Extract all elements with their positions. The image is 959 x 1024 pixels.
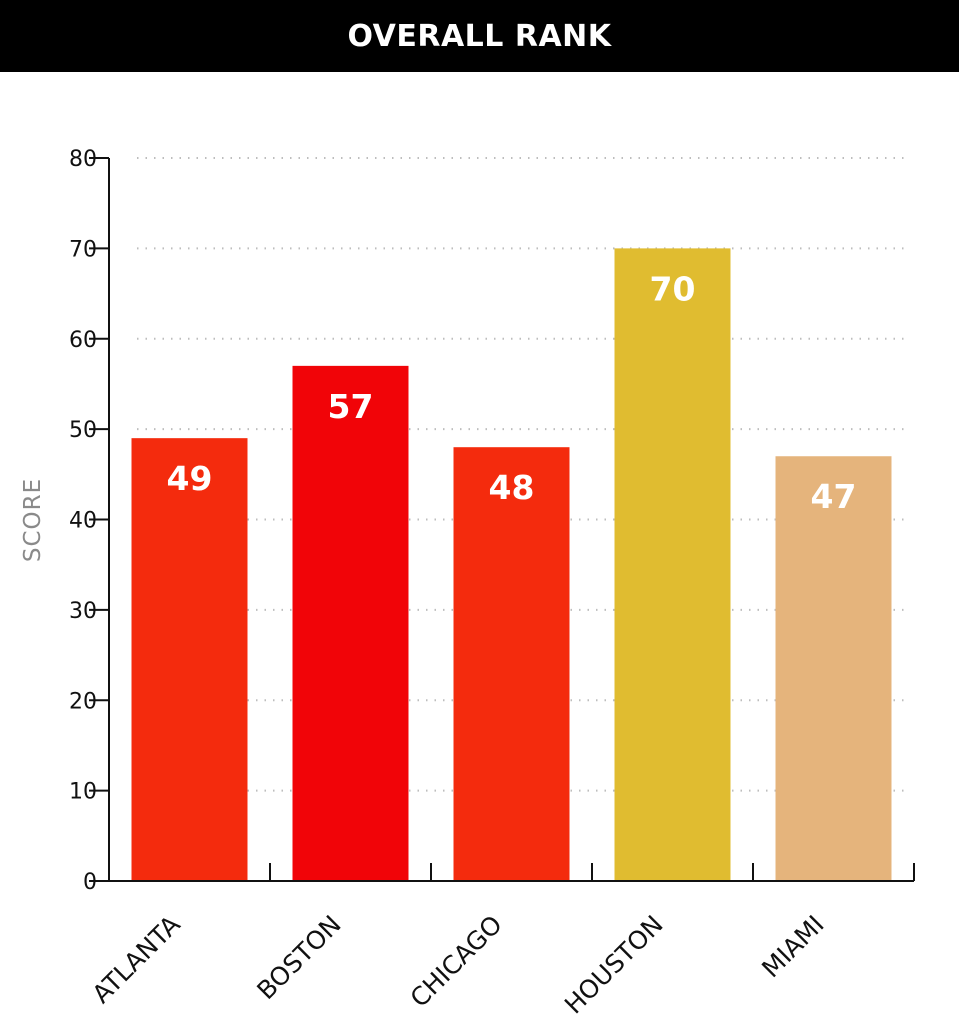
- y-ticks: 0 10 20 30 40 50 60 70 80: [69, 147, 109, 895]
- bars: [131, 248, 892, 881]
- gridlines: [137, 157, 909, 792]
- value-label: 47: [811, 477, 857, 516]
- y-tick-label: 60: [69, 328, 97, 353]
- value-label: 57: [328, 387, 374, 426]
- y-tick-label: 50: [69, 418, 97, 443]
- y-tick-label: 80: [69, 147, 97, 172]
- y-tick-label: 20: [69, 689, 97, 714]
- bar-boston: [292, 365, 409, 881]
- value-labels: 49 57 48 70 47: [167, 269, 857, 516]
- y-tick-label: 70: [69, 237, 97, 262]
- value-label: 70: [650, 269, 696, 308]
- y-tick-label: 10: [69, 780, 97, 805]
- y-tick-label: 30: [69, 599, 97, 624]
- category-label: MIAMI: [756, 910, 830, 984]
- bar-houston: [614, 248, 731, 881]
- y-tick-label: 0: [83, 870, 97, 895]
- bar-miami: [775, 456, 892, 881]
- category-label: BOSTON: [251, 910, 346, 1005]
- category-label: HOUSTON: [559, 910, 669, 1020]
- chart-title: OVERALL RANK: [347, 18, 612, 54]
- category-label: CHICAGO: [405, 910, 508, 1013]
- y-axis-title: SCORE: [20, 478, 46, 562]
- bar-atlanta: [131, 438, 248, 881]
- value-label: 49: [167, 459, 213, 498]
- x-ticks: ATLANTA BOSTON CHICAGO HOUSTON MIAMI: [87, 863, 915, 1020]
- y-tick-label: 40: [69, 509, 97, 534]
- chart-header: OVERALL RANK: [0, 0, 959, 72]
- category-label: ATLANTA: [87, 910, 186, 1009]
- value-label: 48: [489, 468, 535, 507]
- bar-chicago: [453, 447, 570, 881]
